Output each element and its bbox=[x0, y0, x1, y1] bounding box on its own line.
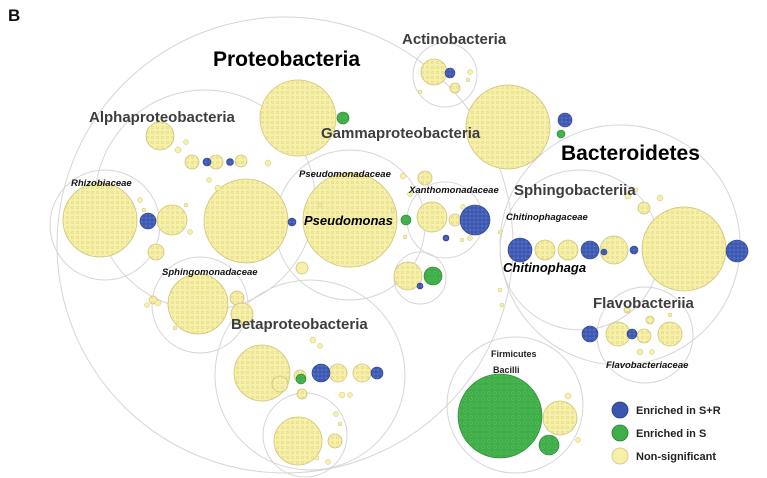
label-alphaproteobacteria: Alphaproteobacteria bbox=[89, 109, 236, 126]
bacilli-yellow-node bbox=[542, 400, 578, 436]
alpha-top-node bbox=[145, 121, 175, 151]
legend-item-non-significant: Non-significant bbox=[611, 447, 716, 465]
legend-swatch-blue bbox=[611, 401, 629, 419]
label-bacilli: Bacilli bbox=[493, 365, 520, 375]
rhizobiaceae-node bbox=[62, 182, 138, 258]
beta-lower-node bbox=[273, 416, 323, 466]
taxon-labels: Proteobacteria Actinobacteria Alphaprote… bbox=[71, 31, 700, 375]
flavo-yellow-2 bbox=[657, 321, 683, 347]
nonsignificant-nodes bbox=[62, 58, 727, 466]
legend-label-non-significant: Non-significant bbox=[636, 451, 716, 463]
label-flavobacteriaceae: Flavobacteriaceae bbox=[606, 360, 689, 371]
label-actinobacteria: Actinobacteria bbox=[402, 31, 507, 48]
label-betaproteobacteria: Betaproteobacteria bbox=[231, 316, 368, 333]
alpha-big-node bbox=[203, 178, 289, 264]
label-chitinophaga: Chitinophaga bbox=[503, 260, 586, 275]
pseudomonas-node bbox=[302, 172, 398, 268]
chitino-yellow-3 bbox=[599, 235, 629, 265]
label-pseudomonas: Pseudomonas bbox=[304, 213, 393, 228]
chitino-blue-1 bbox=[507, 237, 533, 263]
rhizo-mid-node bbox=[156, 204, 188, 236]
chitino-yellow-2 bbox=[557, 239, 579, 261]
label-bacteroidetes: Bacteroidetes bbox=[561, 142, 700, 165]
xantho-blue-node bbox=[459, 204, 491, 236]
label-sphingomonadaceae: Sphingomonadaceae bbox=[162, 267, 258, 278]
legend-item-enriched-sr: Enriched in S+R bbox=[611, 401, 721, 419]
label-gammaproteobacteria: Gammaproteobacteria bbox=[321, 125, 481, 142]
legend-item-enriched-s: Enriched in S bbox=[611, 424, 706, 442]
legend-swatch-yellow bbox=[611, 447, 629, 465]
tiny-nodes bbox=[137, 69, 673, 465]
legend-swatch-green bbox=[611, 424, 629, 442]
label-flavobacteriia: Flavobacteriia bbox=[593, 295, 695, 312]
label-rhizobiaceae: Rhizobiaceae bbox=[71, 178, 132, 189]
bacilli-green-node bbox=[457, 373, 543, 459]
flavo-big-node bbox=[641, 206, 727, 292]
label-pseudomonadaceae: Pseudomonadaceae bbox=[299, 169, 392, 180]
label-proteobacteria: Proteobacteria bbox=[213, 48, 360, 71]
legend: Enriched in S+R Enriched in S Non-signif… bbox=[611, 401, 721, 465]
legend-label-enriched-s: Enriched in S bbox=[636, 428, 706, 440]
firmicutes-outline bbox=[446, 336, 584, 474]
gamma-lower-node bbox=[393, 261, 423, 291]
beta-node bbox=[233, 344, 291, 402]
actinobacteria-outline bbox=[412, 42, 478, 108]
chitino-yellow-1 bbox=[534, 239, 556, 261]
enriched-sr-nodes bbox=[139, 67, 749, 383]
label-firmicutes: Firmicutes bbox=[491, 349, 537, 359]
enriched-s-nodes bbox=[295, 111, 566, 459]
panel-letter: B bbox=[8, 6, 21, 25]
betaproteobacteria-outline bbox=[214, 279, 406, 471]
chitino-blue-2 bbox=[580, 240, 600, 260]
actino-small-node bbox=[420, 58, 448, 86]
xantho-node bbox=[416, 201, 448, 233]
label-chitinophagaceae: Chitinophagaceae bbox=[506, 212, 589, 223]
actino-big-node bbox=[465, 84, 551, 170]
legend-label-enriched-sr: Enriched in S+R bbox=[636, 405, 721, 417]
flavo-blue-node bbox=[725, 239, 749, 263]
gamma-top-node bbox=[259, 79, 337, 157]
label-sphingobacteriia: Sphingobacteriia bbox=[514, 182, 636, 199]
label-xanthomonadaceae: Xanthomonadaceae bbox=[408, 185, 499, 196]
sphingomonadaceae-node bbox=[167, 273, 229, 335]
flavo-yellow-1 bbox=[605, 321, 631, 347]
